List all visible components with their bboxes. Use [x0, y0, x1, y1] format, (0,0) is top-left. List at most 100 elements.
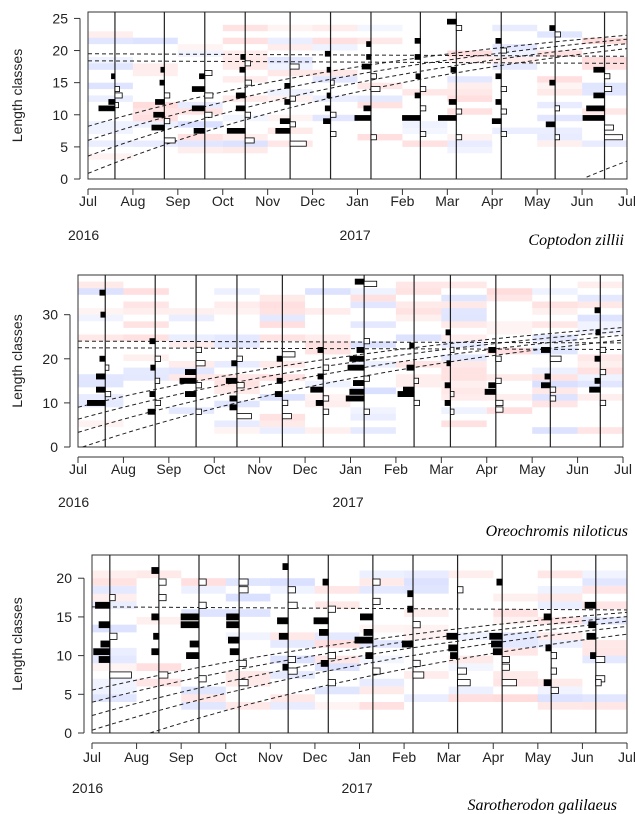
background-score-cell	[314, 632, 360, 641]
positive-score-bar	[363, 628, 374, 636]
background-score-cell	[123, 321, 169, 328]
positive-score-bar	[274, 391, 283, 397]
y-tick-label: 10	[56, 648, 72, 664]
negative-score-bar	[457, 679, 471, 687]
positive-score-bar	[584, 601, 597, 609]
background-score-cell	[537, 140, 583, 147]
negative-score-bar	[449, 346, 455, 353]
y-axis-label: Length classes	[9, 314, 25, 407]
year-label: 2016	[68, 227, 99, 243]
positive-score-bar	[495, 37, 502, 44]
background-score-cell	[123, 354, 169, 361]
positive-score-bar	[229, 404, 238, 411]
background-score-cell	[88, 37, 133, 45]
positive-score-bar	[235, 92, 246, 99]
background-score-cell	[404, 578, 449, 586]
x-axis: Jul Aug Sep Oct Nov Dec Jan Feb Mar Apr May Jun Jul 2…	[68, 188, 635, 243]
x-tick-label: Jan	[348, 749, 371, 765]
background-score-cell	[92, 586, 137, 594]
positive-score-bar	[87, 399, 106, 406]
negative-score-bar	[281, 399, 289, 406]
negative-score-bar	[495, 377, 502, 384]
background-score-cell	[486, 294, 533, 302]
background-score-cell	[314, 640, 360, 648]
positive-score-bar	[276, 355, 283, 362]
positive-score-bar	[354, 636, 374, 644]
negative-score-bar	[154, 399, 161, 406]
background-score-cell	[181, 686, 226, 695]
background-score-cell	[88, 127, 133, 134]
background-score-cell	[395, 308, 442, 315]
background-score-cell	[312, 69, 358, 77]
background-score-cell	[177, 101, 223, 109]
negative-score-bar	[550, 667, 558, 675]
background-score-cell	[92, 601, 137, 610]
positive-score-bar	[594, 377, 601, 384]
positive-score-bar	[282, 563, 289, 570]
y-tick-label: 5	[64, 686, 72, 702]
background-score-cell	[350, 407, 396, 414]
background-score-cell	[537, 127, 583, 134]
background-score-cell	[270, 640, 315, 648]
negative-score-bar	[322, 395, 330, 402]
negative-score-bar	[198, 601, 207, 609]
growth-curve	[82, 339, 624, 448]
background-score-cell	[486, 407, 533, 414]
negative-score-bar	[195, 382, 202, 389]
background-score-cell	[357, 82, 403, 90]
negative-score-bar	[330, 111, 337, 118]
background-score-cell	[447, 140, 493, 147]
background-score-cell	[493, 640, 538, 648]
growth-curve	[586, 160, 628, 178]
positive-score-bar	[588, 621, 597, 629]
sample-histograms	[87, 275, 607, 447]
background-score-cell	[168, 308, 215, 315]
x-tick-label: Sep	[169, 749, 194, 765]
background-score-cell	[447, 146, 493, 154]
background-score-cell	[582, 640, 627, 648]
negative-score-bar	[370, 134, 377, 141]
positive-score-bar	[448, 644, 458, 652]
growth-curve	[77, 330, 624, 420]
background-score-cell	[350, 427, 396, 434]
negative-score-bar	[549, 386, 557, 393]
background-score-cell	[441, 420, 487, 428]
background-score-cell	[78, 281, 124, 289]
background-score-cell	[357, 37, 403, 45]
positive-score-bar	[593, 66, 605, 73]
background-score-cell	[441, 380, 487, 388]
background-score-cell	[493, 694, 538, 702]
background-score-cell	[582, 578, 627, 586]
background-score-cell	[225, 593, 271, 602]
y-tick-label: 20	[42, 351, 58, 367]
positive-score-bar	[349, 355, 365, 362]
growth-curve	[91, 616, 628, 703]
negative-score-bar	[599, 368, 607, 376]
positive-score-bar	[96, 386, 106, 393]
background-score-cell	[486, 321, 533, 328]
background-score-cell	[92, 624, 137, 633]
positive-score-bar	[401, 640, 414, 648]
x-tick-label: Feb	[384, 461, 408, 477]
background-score-cell	[177, 146, 223, 154]
positive-score-bar	[160, 66, 165, 73]
negative-score-bar	[154, 355, 161, 362]
x-tick-label: Dec	[293, 461, 318, 477]
positive-score-bar	[151, 613, 160, 621]
positive-score-bar	[199, 73, 206, 80]
background-score-cell	[486, 288, 533, 295]
growth-curve	[87, 38, 628, 141]
negative-score-bar	[449, 408, 455, 415]
x-tick-label: Jun	[566, 461, 589, 477]
negative-score-bar	[281, 351, 296, 358]
background-score-cell	[537, 632, 583, 641]
negative-score-bar	[287, 656, 296, 664]
background-score-cell	[123, 288, 169, 295]
background-score-cell	[305, 427, 351, 434]
background-score-cell	[314, 655, 360, 664]
background-score-cell	[404, 671, 449, 679]
background-score-cell	[532, 400, 578, 408]
background-score-cell	[537, 601, 583, 610]
y-tick-label: 0	[60, 171, 68, 187]
